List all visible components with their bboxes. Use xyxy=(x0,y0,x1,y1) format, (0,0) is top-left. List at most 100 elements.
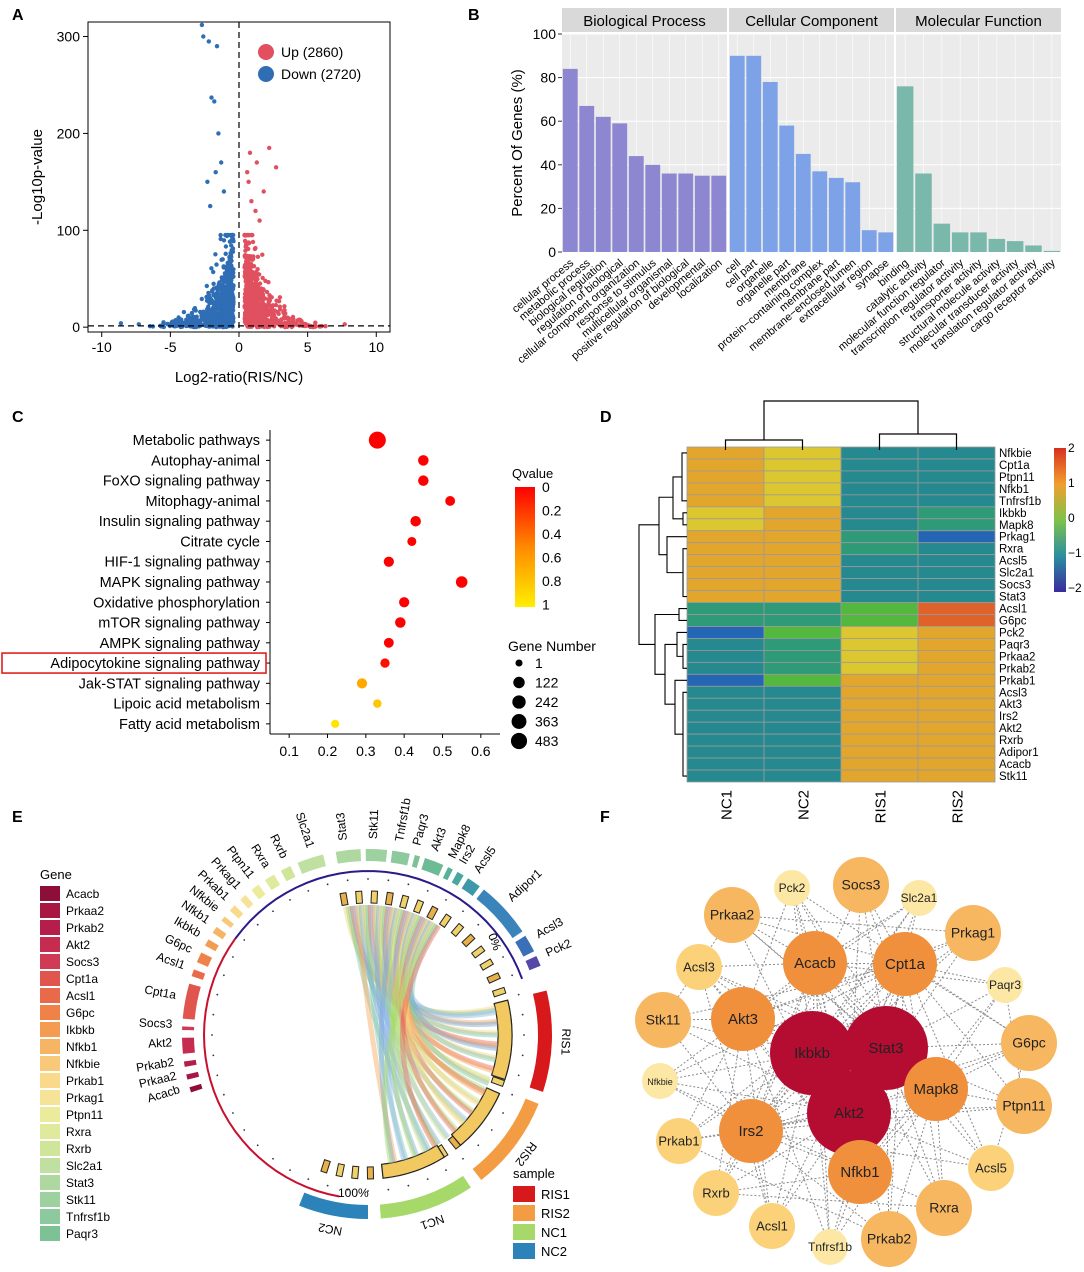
down-gene-point xyxy=(224,315,229,321)
down-gene-point xyxy=(221,304,226,309)
up-gene-point xyxy=(243,259,249,264)
dotted-ring-dot xyxy=(517,1074,520,1077)
down-gene-point xyxy=(217,315,222,320)
down-gene-point xyxy=(218,232,223,238)
row-label: Cpt1a xyxy=(999,460,1030,472)
up-gene-point xyxy=(256,303,261,308)
row-dendrogram-branch xyxy=(682,548,687,598)
gene-sector xyxy=(390,850,410,866)
percent-label: 0% xyxy=(485,931,504,952)
up-gene-point xyxy=(262,323,267,328)
heatmap-cell xyxy=(763,769,842,783)
bar xyxy=(1006,241,1024,252)
panel-label-a: A xyxy=(12,7,24,24)
heatmap-cell xyxy=(840,566,919,580)
facet-title: Cellular Component xyxy=(745,13,878,30)
network-node xyxy=(693,1170,739,1216)
inner-gene-box xyxy=(320,1159,331,1174)
up-gene-point xyxy=(267,145,272,151)
heatmap-cell xyxy=(763,649,842,663)
row-label: Nfkb1 xyxy=(999,484,1029,496)
inner-sample-band xyxy=(380,1144,446,1179)
row-label: Slc2a1 xyxy=(999,568,1034,580)
up-gene-point xyxy=(253,245,258,251)
gene-sector xyxy=(515,935,535,957)
down-gene-point xyxy=(215,319,220,324)
down-gene-point xyxy=(224,271,229,276)
heatmap-cell xyxy=(763,733,842,747)
chord-link xyxy=(393,911,449,1141)
pathway-label: Autophay-animal xyxy=(151,453,260,469)
row-label: Prkaa2 xyxy=(999,651,1035,663)
gene-sector xyxy=(182,1037,195,1054)
row-label: Rxrb xyxy=(999,735,1023,747)
up-gene-point xyxy=(252,297,257,302)
chord-link xyxy=(402,915,497,1063)
gene-sector-label: Akt2 xyxy=(148,1035,173,1050)
qvalue-tick-label: 0.6 xyxy=(542,550,562,566)
heatmap-cell xyxy=(763,530,842,544)
up-gene-point xyxy=(323,324,328,329)
gene-legend-label: Acsl1 xyxy=(66,989,96,1003)
heatmap-cell xyxy=(840,709,919,723)
chord-link xyxy=(405,917,497,1019)
network-node-label: Tnfrsf1b xyxy=(808,1240,852,1254)
up-gene-point xyxy=(243,253,248,258)
dotted-ring-dot xyxy=(346,879,349,882)
chord-link xyxy=(360,904,499,1036)
down-gene-point xyxy=(219,160,224,165)
gene-sector xyxy=(251,884,266,900)
heatmap-cell xyxy=(917,673,996,687)
heatmap-cell xyxy=(686,506,765,520)
up-gene-point xyxy=(266,280,271,285)
gene-legend-label: Socs3 xyxy=(66,955,100,969)
up-gene-point xyxy=(249,199,254,204)
down-gene-point xyxy=(225,293,230,298)
gene-sector xyxy=(280,865,296,882)
dotted-ring-dot xyxy=(445,899,447,901)
down-gene-point xyxy=(201,316,206,322)
chord-link xyxy=(393,909,499,1038)
heatmap-cell xyxy=(686,757,765,771)
heatmap-cell xyxy=(917,554,996,568)
gene-sector xyxy=(451,871,464,886)
heatmap-cell xyxy=(840,733,919,747)
heatmap-cell xyxy=(917,685,996,699)
heatmap-cell xyxy=(840,649,919,663)
up-gene-point xyxy=(259,318,265,323)
heatmap-colorbar xyxy=(1054,448,1066,592)
qvalue-tick-label: 0.2 xyxy=(542,503,562,519)
down-gene-point xyxy=(227,254,232,260)
heatmap-cell xyxy=(917,626,996,639)
gene-legend-label: Acacb xyxy=(66,887,100,901)
gene-legend-swatch xyxy=(40,1209,60,1224)
heatmap-cell xyxy=(686,578,765,591)
pathway-bubble xyxy=(395,617,406,628)
chord-link xyxy=(386,907,467,1124)
inner-gene-box xyxy=(479,958,495,971)
y-tick-label: 40 xyxy=(540,157,556,173)
dotted-ring-dot xyxy=(211,1034,213,1036)
network-edge xyxy=(662,1019,850,1114)
percent-label: 100% xyxy=(338,1186,369,1200)
x-tick-label: 0.5 xyxy=(433,743,453,759)
pathway-bubble xyxy=(410,515,421,527)
down-gene-point xyxy=(206,39,211,44)
down-gene-point xyxy=(205,313,210,318)
network-edge xyxy=(659,963,906,1082)
network-node xyxy=(968,1145,1014,1191)
up-gene-point xyxy=(247,294,252,299)
inner-gene-box xyxy=(461,933,476,948)
up-gene-point xyxy=(253,276,259,281)
qvalue-tick-label: 0 xyxy=(542,479,550,495)
dotted-ring-dot xyxy=(521,1054,524,1057)
up-gene-point xyxy=(243,262,249,267)
down-gene-point xyxy=(227,280,232,285)
pathway-label: Jak-STAT signaling pathway xyxy=(79,676,261,692)
up-gene-point xyxy=(263,311,268,317)
up-gene-point xyxy=(257,272,262,277)
gene-sector xyxy=(365,848,388,862)
network-node-label: Ptpn11 xyxy=(1002,1098,1046,1114)
gene-legend-swatch xyxy=(40,988,60,1003)
